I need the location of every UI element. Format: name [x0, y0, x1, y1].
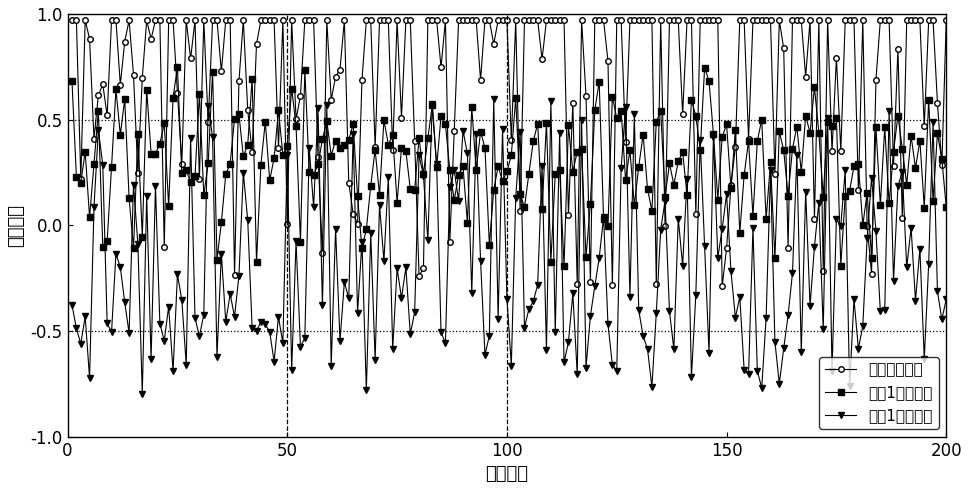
Line: 开路1稀疏字典: 开路1稀疏字典	[69, 97, 949, 397]
短路1稀疏字典	[905, 133, 917, 139]
正常稀疏字典	[901, 17, 913, 23]
正常稀疏字典	[870, 76, 882, 82]
开路1稀疏字典	[119, 299, 131, 305]
开路1稀疏字典	[941, 296, 953, 302]
正常稀疏字典	[716, 283, 728, 289]
正常稀疏字典	[102, 113, 113, 119]
正常稀疏字典	[119, 39, 131, 45]
短路1稀疏字典	[102, 238, 113, 244]
Legend: 正常稀疏字典, 短路1稀疏字典, 开路1稀疏字典: 正常稀疏字典, 短路1稀疏字典, 开路1稀疏字典	[819, 357, 939, 429]
短路1稀疏字典	[303, 169, 315, 174]
Line: 正常稀疏字典: 正常稀疏字典	[69, 18, 949, 289]
正常稀疏字典	[941, 17, 953, 23]
正常稀疏字典	[229, 272, 240, 278]
短路1稀疏字典	[558, 263, 570, 269]
短路1稀疏字典	[941, 204, 953, 210]
短路1稀疏字典	[234, 111, 245, 117]
短路1稀疏字典	[119, 96, 131, 102]
开路1稀疏字典	[66, 302, 78, 308]
开路1稀疏字典	[875, 309, 887, 315]
开路1稀疏字典	[234, 272, 245, 278]
短路1稀疏字典	[66, 78, 78, 84]
开路1稀疏字典	[137, 392, 148, 397]
正常稀疏字典	[66, 17, 78, 23]
开路1稀疏字典	[488, 96, 500, 102]
短路1稀疏字典	[875, 202, 887, 208]
开路1稀疏字典	[303, 145, 315, 151]
X-axis label: 检测样本: 检测样本	[485, 465, 528, 483]
开路1稀疏字典	[905, 225, 917, 231]
Y-axis label: 相关系数: 相关系数	[7, 204, 25, 247]
开路1稀疏字典	[102, 320, 113, 326]
正常稀疏字典	[299, 17, 311, 23]
短路1稀疏字典	[172, 64, 183, 70]
Line: 短路1稀疏字典: 短路1稀疏字典	[69, 64, 949, 269]
